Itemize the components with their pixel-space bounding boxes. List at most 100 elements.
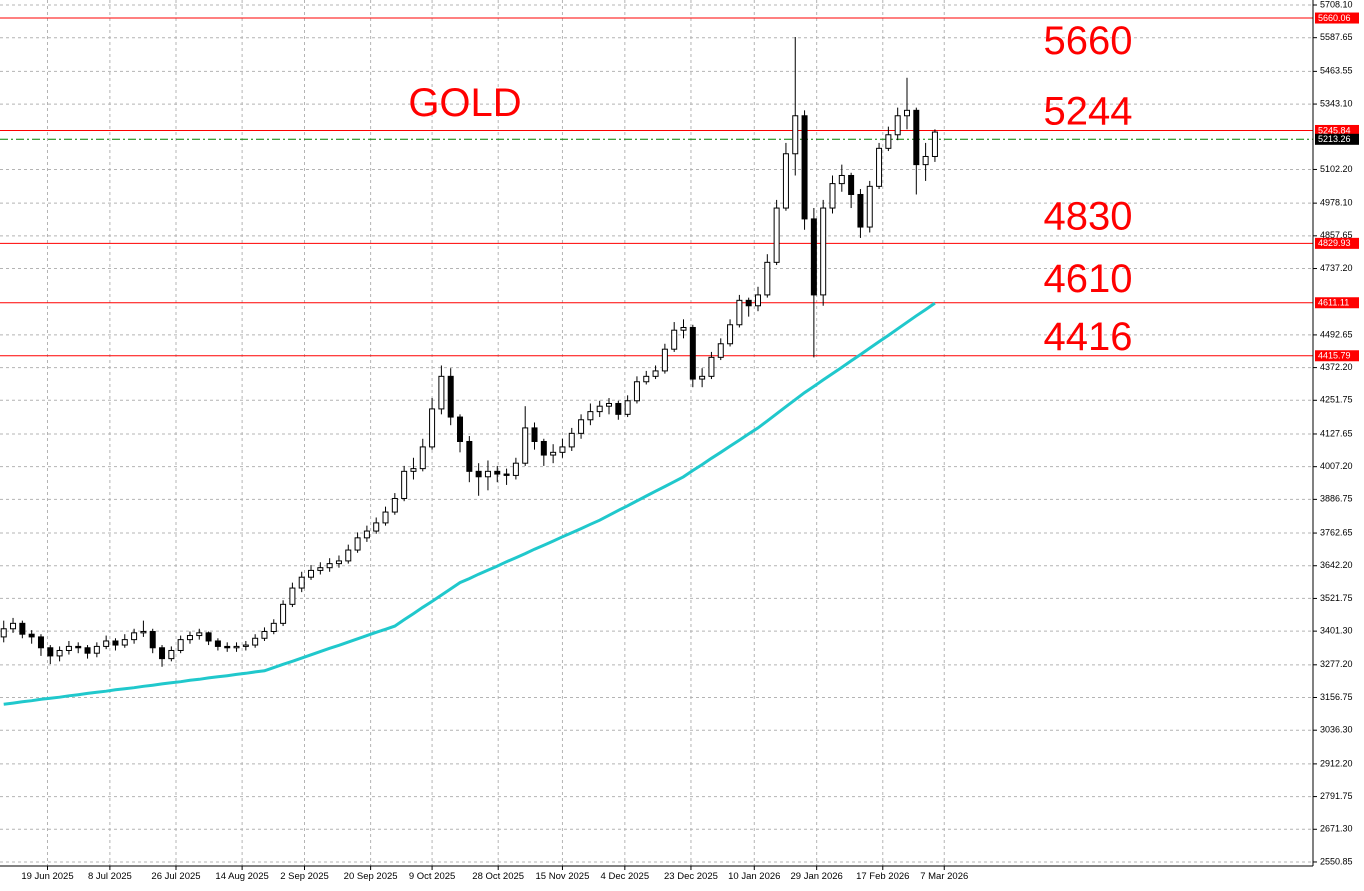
candle-body (894, 115, 901, 136)
candle-body (233, 645, 240, 649)
y-tick-label: 5102.20 (1320, 164, 1353, 174)
y-tick-label: 3156.75 (1320, 692, 1353, 702)
x-tick-label: 29 Jan 2026 (791, 871, 843, 882)
candle-body (317, 567, 324, 571)
candle-body (475, 470, 482, 478)
candle-body (28, 633, 35, 638)
candle-body (773, 207, 780, 263)
y-tick-label: 4007.20 (1320, 461, 1353, 471)
candles (0, 37, 938, 667)
candle-body (661, 348, 668, 372)
candle-body (466, 440, 473, 472)
y-tick-label: 4492.65 (1320, 329, 1353, 339)
candle-body (457, 416, 464, 442)
candle-body (522, 427, 529, 464)
candle-body (261, 630, 268, 639)
candle-body (429, 408, 436, 448)
candle-body (298, 576, 305, 589)
level-note: 5660 (1044, 19, 1133, 63)
candle-body (196, 632, 203, 637)
candle-body (727, 324, 734, 345)
candle-body (373, 522, 380, 532)
x-tick-label: 14 Aug 2025 (215, 871, 268, 882)
y-tick-label: 5463.55 (1320, 66, 1353, 76)
candle-body (615, 402, 622, 415)
candle-body (717, 343, 724, 358)
level-note: 5244 (1044, 89, 1133, 133)
level-label: 4829.93 (1318, 238, 1351, 248)
candle-body (801, 115, 808, 220)
candle-body (0, 628, 7, 638)
candle-body (10, 622, 17, 630)
candle-body (224, 645, 231, 649)
candle-body (885, 134, 892, 149)
levels: 5660 5244 4830 4610 4416 (0, 17, 1313, 359)
level-label-box (1315, 12, 1359, 24)
candle-body (326, 563, 333, 569)
level-note: 4830 (1044, 194, 1133, 238)
candle-body (186, 635, 193, 641)
candle-body (606, 402, 613, 407)
candle-body (838, 174, 845, 185)
y-tick-label: 2550.85 (1320, 856, 1353, 866)
candle-body (643, 375, 650, 383)
x-tick-label: 2 Sep 2025 (280, 871, 329, 882)
current-price-box (1315, 133, 1359, 145)
x-tick-label: 28 Oct 2025 (472, 871, 524, 882)
y-tick-label: 4251.75 (1320, 395, 1353, 405)
candle-body (410, 468, 417, 472)
candle-body (270, 622, 277, 632)
grid (0, 0, 1313, 866)
candle-body (93, 645, 100, 654)
level-label: 4611.11 (1318, 298, 1349, 308)
y-tick-label: 5708.10 (1320, 0, 1353, 9)
candle-body (354, 537, 361, 551)
y-tick-label: 3642.20 (1320, 560, 1353, 570)
y-tick-label: 3277.20 (1320, 659, 1353, 669)
candle-body (903, 109, 910, 117)
candle-body (633, 381, 640, 402)
candle-body (401, 470, 408, 499)
y-tick-label: 2912.20 (1320, 758, 1353, 768)
candle-body (931, 131, 938, 157)
candle-body (56, 649, 63, 657)
candle-body (503, 473, 510, 476)
candle-body (848, 174, 855, 195)
candle-body (792, 115, 799, 155)
y-tick-label: 2791.75 (1320, 791, 1353, 801)
axes: 5708.10 5587.65 5463.55 5343.10 5102.20 4978.… (21, 0, 1359, 882)
candle-body (438, 375, 445, 410)
level-label-box (1315, 350, 1359, 362)
x-tick-label: 19 Jun 2025 (21, 871, 73, 882)
x-tick-label: 23 Dec 2025 (664, 871, 718, 882)
candle-body (205, 632, 212, 642)
candle-body (708, 356, 715, 377)
candle-body (308, 569, 315, 578)
ma-line (3, 301, 936, 706)
chart-title: GOLD (408, 81, 521, 125)
y-tick-label: 4978.10 (1320, 198, 1353, 208)
candle-body (764, 261, 771, 296)
candle-body (810, 218, 817, 296)
candle-body (857, 193, 864, 228)
candle-body (550, 451, 557, 456)
x-tick-label: 26 Jul 2025 (151, 871, 200, 882)
candle-body (214, 640, 221, 647)
candle-body (149, 630, 156, 649)
x-tick-label: 8 Jul 2025 (88, 871, 132, 882)
moving-average (3, 301, 936, 706)
candle-body (680, 326, 687, 331)
y-tick-label: 2671.30 (1320, 824, 1353, 834)
candle-body (37, 636, 44, 649)
candle-body (121, 639, 128, 646)
y-tick-label: 5343.10 (1320, 98, 1353, 108)
candle-body (671, 329, 678, 350)
candle-body (866, 185, 873, 228)
y-tick-label: 4857.65 (1320, 230, 1353, 240)
candle-body (578, 419, 585, 434)
y-tick-label: 3036.30 (1320, 725, 1353, 735)
y-tick-label: 3521.75 (1320, 593, 1353, 603)
x-tick-label: 15 Nov 2025 (536, 871, 590, 882)
candle-body (19, 622, 26, 635)
